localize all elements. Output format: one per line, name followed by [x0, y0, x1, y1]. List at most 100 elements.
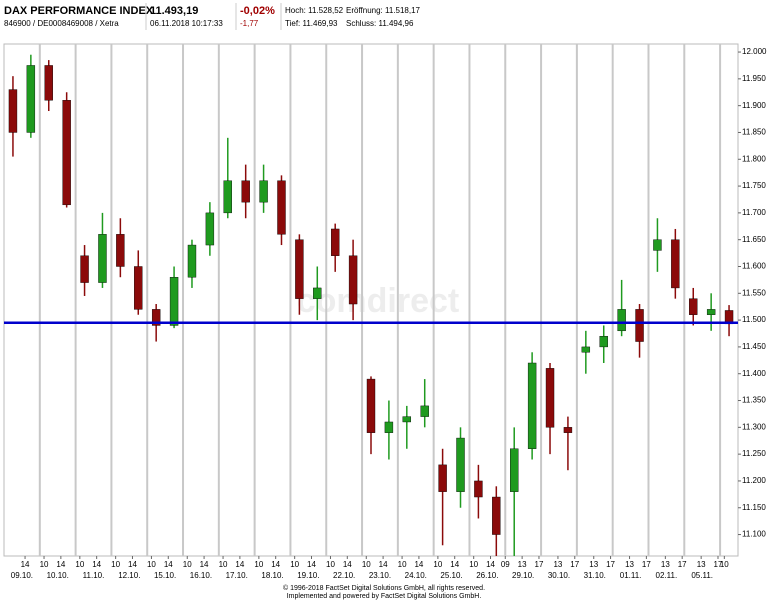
x-tick-label: 10: [219, 560, 228, 569]
date-label: 23.10.: [369, 571, 391, 580]
candle-body: [581, 346, 591, 353]
date-label: 30.10.: [548, 571, 570, 580]
x-tick-label: 10: [75, 560, 84, 569]
x-tick-label: 13: [518, 560, 527, 569]
change: -1,77: [240, 19, 259, 28]
candle-body: [545, 368, 555, 428]
candle-body: [26, 65, 36, 133]
y-tick-label: 11.750: [742, 181, 766, 190]
y-tick-label: 11.150: [742, 503, 766, 512]
date-label: 15.10.: [154, 571, 176, 580]
y-tick-label: 11.300: [742, 422, 766, 431]
candle-body: [259, 180, 268, 203]
candle-body: [80, 255, 89, 283]
candle-body: [617, 309, 626, 332]
open: Eröffnung: 11.518,17: [346, 6, 421, 15]
candle-body: [492, 496, 501, 535]
candle-body: [187, 244, 197, 278]
x-tick-label: 10: [147, 560, 156, 569]
x-tick-label: 14: [271, 560, 280, 569]
date-label: 11.10.: [83, 571, 105, 580]
identifier: 846900 / DE0008469008 / Xetra: [4, 19, 119, 28]
x-tick-label: 09: [501, 560, 510, 569]
candle-body: [62, 100, 71, 206]
x-tick-label: 10: [326, 560, 335, 569]
x-tick-label: 17: [714, 560, 723, 569]
date-label: 12.10.: [118, 571, 140, 580]
copyright: © 1996-2018 FactSet Digital Solutions Gm…: [283, 584, 485, 592]
candle-body: [563, 427, 573, 433]
y-tick-label: 11.200: [742, 476, 766, 485]
candle-body: [223, 180, 232, 214]
x-tick-label: 14: [200, 560, 209, 569]
date-label: 25.10.: [440, 571, 462, 580]
x-tick-label: 17: [570, 560, 579, 569]
candle-body: [527, 362, 537, 449]
y-tick-label: 11.700: [742, 208, 766, 217]
candle-body: [474, 480, 483, 498]
x-tick-label: 14: [379, 560, 388, 569]
candle-body: [169, 277, 179, 326]
candle-body: [689, 298, 698, 315]
x-tick-label: 13: [697, 560, 706, 569]
y-tick-label: 11.850: [742, 128, 766, 137]
y-tick-label: 11.350: [742, 396, 766, 405]
date-label: 02.11.: [656, 571, 678, 580]
date-label: 18.10.: [261, 571, 283, 580]
candle-body: [653, 239, 662, 251]
powered-by: Implemented and powered by FactSet Digit…: [287, 593, 482, 600]
x-tick-label: 13: [589, 560, 598, 569]
y-tick-label: 11.450: [742, 342, 766, 351]
candle-body: [98, 234, 107, 283]
y-tick-label: 11.500: [742, 315, 766, 324]
date-label: 16.10.: [190, 571, 212, 580]
candle-body: [599, 335, 608, 348]
x-tick-label: 17: [535, 560, 544, 569]
x-tick-label: 14: [450, 560, 459, 569]
x-tick-label: 17: [606, 560, 615, 569]
candle-body: [420, 405, 429, 417]
low: Tief: 11.469,93: [285, 19, 338, 28]
date-label: 22.10.: [333, 571, 355, 580]
candle-body: [671, 239, 680, 289]
x-tick-label: 14: [164, 560, 173, 569]
date-label: 31.10.: [584, 571, 606, 580]
close: Schluss: 11.494,96: [346, 19, 414, 28]
y-tick-label: 11.800: [742, 154, 766, 163]
x-tick-label: 14: [128, 560, 137, 569]
candle-body: [151, 309, 161, 326]
date-label: 26.10.: [476, 571, 498, 580]
candle-body: [366, 378, 376, 433]
y-tick-label: 11.650: [742, 235, 766, 244]
candle-body: [134, 266, 143, 310]
x-tick-label: 10: [290, 560, 299, 569]
candle-body: [295, 239, 304, 299]
candle-body: [313, 287, 322, 299]
candle-body: [348, 255, 358, 305]
x-tick-label: 14: [235, 560, 244, 569]
candle-body: [510, 448, 519, 492]
y-tick-label: 11.250: [742, 449, 766, 458]
candle-body: [241, 180, 250, 203]
candle-body: [456, 437, 465, 492]
date-label: 05.11.: [691, 571, 713, 580]
x-tick-label: 10: [362, 560, 371, 569]
x-tick-label: 14: [56, 560, 65, 569]
plot-frame: [3, 43, 739, 557]
date-label: 24.10.: [405, 571, 427, 580]
y-tick-label: 11.550: [742, 288, 766, 297]
x-tick-label: 10: [40, 560, 49, 569]
candle-body: [635, 309, 644, 342]
x-tick-label: 17: [642, 560, 651, 569]
x-tick-label: 10: [720, 560, 729, 569]
y-tick-label: 11.100: [742, 530, 766, 539]
candle-body: [277, 180, 286, 235]
timestamp: 06.11.2018 10:17:33: [150, 19, 223, 28]
x-tick-label: 13: [625, 560, 634, 569]
candle-body: [205, 212, 215, 246]
candle-body: [438, 464, 447, 492]
x-tick-label: 14: [21, 560, 30, 569]
date-label: 09.10.: [11, 571, 33, 580]
price: 11.493,19: [150, 5, 198, 17]
